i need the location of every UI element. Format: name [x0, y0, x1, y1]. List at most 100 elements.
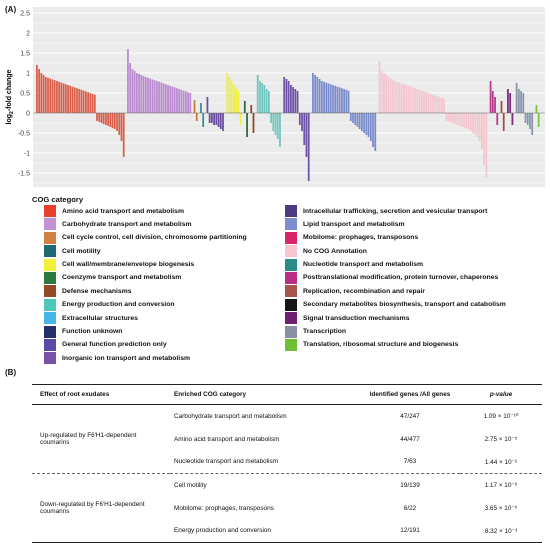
bar: [509, 93, 512, 113]
bar: [140, 75, 143, 113]
bar: [169, 85, 172, 113]
bar: [195, 113, 198, 121]
fold-change-bar-chart: -1.5 -1 -0.5 0 0.5 1 1.5 2 2.5 log2-fold change: [6, 7, 545, 187]
bar: [239, 113, 242, 125]
bar: [182, 90, 185, 113]
bar: [535, 105, 538, 113]
bar: [73, 87, 76, 113]
legend-item: Energy production and conversion: [44, 298, 294, 311]
bar: [187, 92, 189, 113]
bar: [261, 83, 264, 113]
legend-label: Translation, ribosomal structure and bio…: [303, 341, 459, 349]
bar: [147, 77, 149, 113]
bar: [51, 79, 54, 113]
y-tick-label: 1.5: [20, 50, 30, 57]
legend-swatch: [44, 325, 56, 338]
bar: [252, 113, 255, 133]
bar: [349, 113, 352, 121]
category-cell: Amino acid transport and metabolism: [174, 435, 280, 443]
legend-label: Cell motility: [62, 247, 101, 255]
bar: [230, 81, 233, 113]
bar: [445, 113, 448, 121]
bar: [270, 113, 272, 123]
legend-label: Carbohydrate transport and metabolism: [62, 220, 192, 228]
bar: [489, 81, 492, 113]
effect-cell: Up-regulated by F6'H1-dependent coumarin…: [40, 432, 137, 446]
bar: [529, 113, 531, 129]
legend-item: Replication, recombination and repair: [285, 285, 535, 298]
legend-item: Nucleotide transport and metabolism: [285, 258, 535, 271]
legend-label: Intracellular trafficking, secretion and…: [303, 207, 488, 215]
bar: [343, 89, 345, 113]
bar: [434, 95, 437, 113]
legend-item: Inorganic ion transport and metabolism: [44, 352, 294, 365]
bar: [531, 113, 534, 135]
legend-swatch: [44, 338, 56, 351]
bar: [429, 93, 432, 113]
bar: [153, 80, 156, 113]
bar: [396, 81, 399, 113]
bar: [478, 113, 481, 141]
bar: [38, 69, 41, 113]
bar: [189, 93, 192, 113]
bar: [363, 113, 366, 133]
bar: [332, 85, 334, 113]
legend-swatch: [285, 205, 297, 217]
legend-label: Coenzyme transport and metabolism: [62, 274, 182, 282]
bar: [456, 113, 459, 125]
bar: [49, 78, 52, 113]
legend-label: Transcription: [303, 328, 347, 336]
bar: [265, 89, 268, 113]
bar: [320, 81, 323, 113]
legend-swatch: [285, 271, 297, 284]
bar: [180, 89, 183, 113]
bar: [452, 113, 454, 124]
bar: [467, 113, 470, 129]
bar: [219, 113, 222, 129]
bar: [476, 113, 479, 137]
category-cell: Energy production and conversion: [170, 519, 360, 543]
genes-cell: 7/63: [403, 458, 417, 466]
bar: [100, 113, 103, 123]
bar: [336, 86, 339, 113]
bar: [56, 81, 58, 113]
legend-label: Lipid transport and metabolism: [303, 220, 405, 228]
bar: [129, 63, 132, 113]
legend-label: Cell cycle control, cell division, chrom…: [62, 234, 247, 242]
pvalue-cell: 1.09 × 10⁻¹⁰: [483, 413, 519, 421]
bar: [463, 113, 465, 128]
bar: [414, 88, 417, 113]
legend-label: Function unknown: [62, 328, 123, 336]
legend-swatch: [44, 218, 56, 231]
bar: [418, 89, 421, 113]
legend-item: Carbohydrate transport and metabolism: [44, 218, 294, 231]
genes-cell: 44/477: [400, 435, 420, 443]
bar: [496, 113, 499, 125]
bar: [481, 113, 483, 149]
panel-b-label: (B): [5, 368, 17, 377]
bar: [361, 113, 363, 131]
bar: [485, 113, 488, 177]
legend-item: Amino acid transport and metabolism: [44, 205, 294, 217]
legend-swatch: [285, 245, 297, 258]
legend-item: Cell cycle control, cell division, chrom…: [44, 231, 294, 244]
bar: [420, 90, 423, 113]
category-cell: Mobilome: prophages, transposons: [174, 504, 274, 512]
bar: [469, 113, 472, 131]
bar: [243, 101, 246, 113]
bar: [318, 79, 321, 113]
bar: [290, 85, 292, 113]
bar: [149, 78, 152, 113]
legend-swatch: [44, 312, 56, 325]
legend-swatch: [285, 231, 297, 244]
bar: [274, 113, 277, 135]
bars: [33, 49, 545, 181]
bar: [438, 97, 441, 113]
y-tick-label: 2.5: [20, 10, 30, 17]
legend-swatch: [285, 258, 297, 271]
genes-cell: 19/139: [360, 473, 460, 497]
bar: [67, 85, 69, 113]
bar: [133, 71, 136, 113]
bar: [365, 113, 368, 135]
legend-label: Nucleotide transport and metabolism: [303, 261, 424, 269]
